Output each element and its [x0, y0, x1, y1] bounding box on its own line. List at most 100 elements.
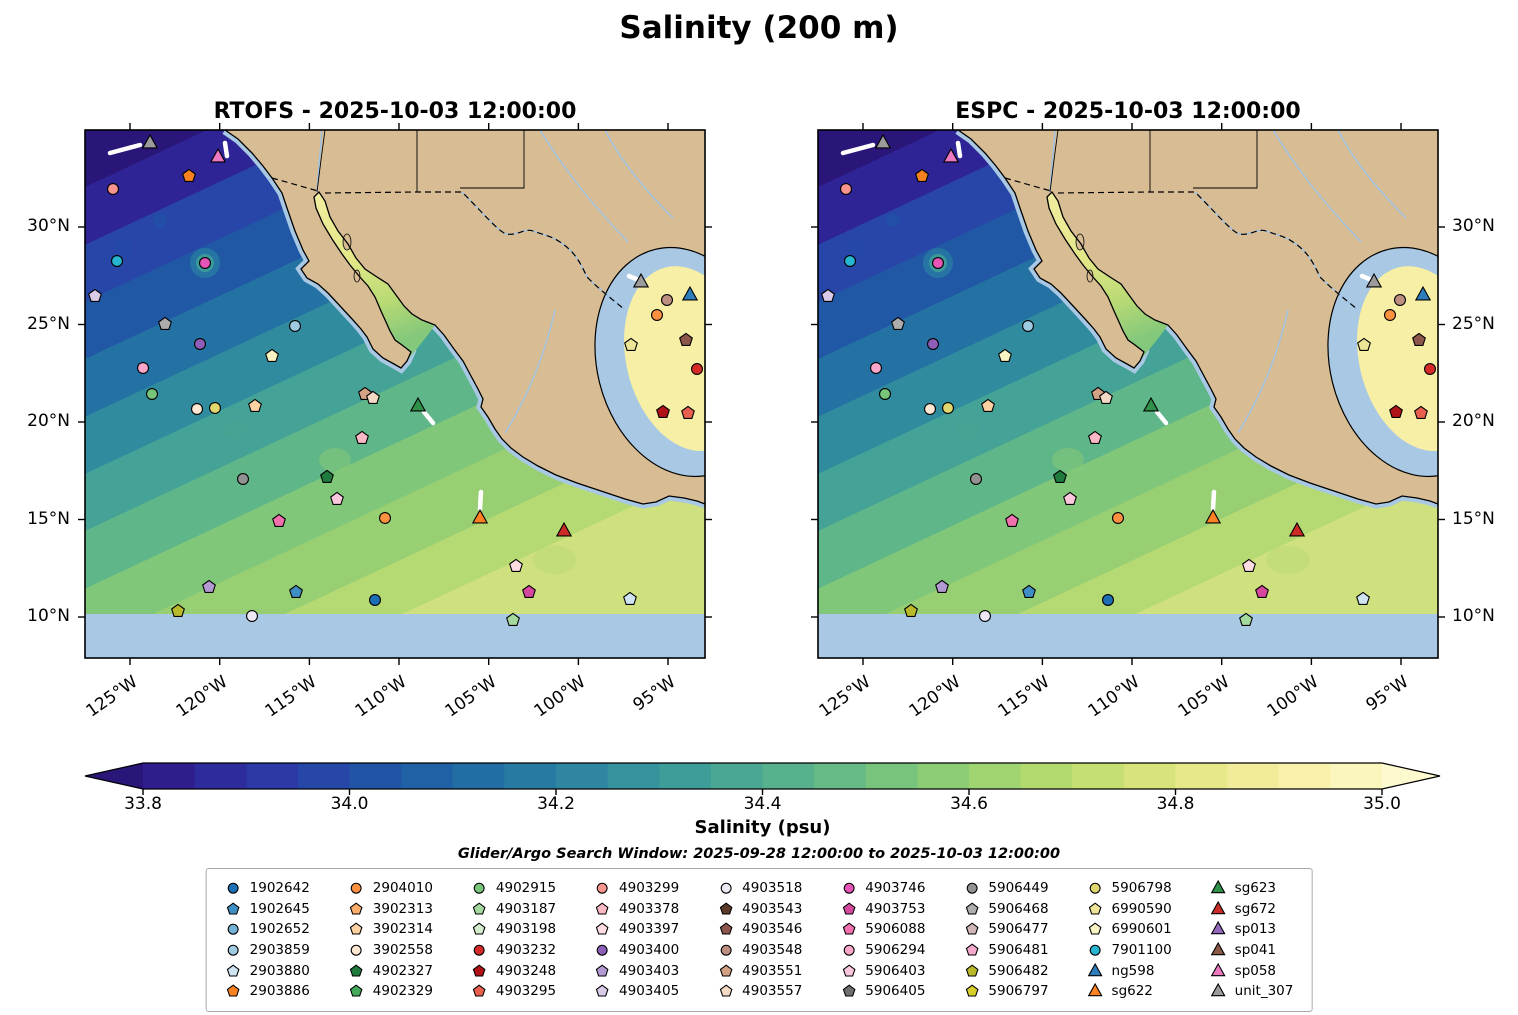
search-window-annotation: Glider/Argo Search Window: 2025-09-28 12…	[457, 846, 1061, 862]
pentagon-marker-icon	[842, 984, 856, 997]
circle-marker-icon	[227, 924, 239, 936]
pentagon-marker	[1088, 430, 1102, 444]
axis-ticks	[78, 123, 712, 665]
circle-marker-icon	[1089, 944, 1101, 956]
triangle-marker	[1142, 396, 1160, 412]
lat-tick-label: 10°N	[27, 605, 70, 626]
pentagon-marker-icon	[719, 902, 733, 915]
legend-entry: 4903543	[717, 899, 802, 920]
legend-entry: 2903859	[225, 940, 310, 961]
circle-marker-icon	[843, 883, 855, 894]
pentagon-marker	[522, 584, 536, 598]
pentagon-marker	[1356, 591, 1370, 605]
legend-entry: 2903886	[225, 981, 310, 1002]
legend-entry-label: 2903886	[249, 983, 310, 1000]
pentagon-marker	[1242, 558, 1256, 572]
pentagon-marker	[842, 902, 856, 915]
lat-tick-label: 30°N	[1452, 215, 1495, 236]
legend-entry: 4903232	[471, 940, 556, 961]
glider-track	[107, 142, 143, 156]
pentagon-marker	[1005, 513, 1019, 527]
pentagon-marker	[226, 964, 240, 977]
pentagon-marker-icon	[842, 923, 856, 936]
colorbar-tick-labels: 33.8 34.0 34.2 34.4 34.6 34.8 35.0	[85, 794, 1440, 816]
page-title: Salinity (200 m)	[619, 10, 899, 46]
legend-entry-label: 1902652	[249, 921, 310, 938]
circle-marker	[1089, 944, 1101, 956]
lon-tick-label: 115°W	[995, 672, 1054, 722]
pentagon-marker	[679, 332, 693, 346]
circle-marker	[720, 883, 732, 894]
legend-entry: 4903518	[717, 878, 802, 899]
pentagon-marker-icon	[473, 923, 486, 936]
coastline	[957, 130, 1438, 505]
circle-marker	[869, 361, 883, 375]
axis-ticks	[811, 123, 1445, 665]
colorbar-label: Salinity (psu)	[694, 817, 831, 838]
legend-entry: 2903880	[225, 960, 310, 981]
legend-entry-label: unit_307	[1234, 983, 1294, 1000]
legend-column: 4902915 4903187 4903198 4903232 4903248 49032…	[471, 878, 556, 1002]
legend-entry: 3902558	[348, 940, 433, 961]
pentagon-marker	[248, 398, 262, 412]
circle-marker-icon	[227, 883, 239, 894]
lon-tick-label: 110°W	[351, 672, 411, 722]
pentagon-marker	[998, 348, 1012, 362]
pentagon-marker	[1357, 337, 1371, 351]
legend-entry: 4903557	[717, 981, 802, 1002]
legend-entry: 5906405	[840, 981, 925, 1002]
circle-marker	[473, 944, 485, 956]
triangle-marker-icon	[1210, 921, 1226, 935]
pentagon-marker	[1414, 405, 1428, 419]
legend-entry-label: 3902314	[372, 921, 433, 938]
pentagon-marker	[289, 584, 303, 598]
triangle-marker-icon	[1210, 962, 1226, 976]
pentagon-marker	[1239, 612, 1253, 626]
circle-marker	[660, 293, 674, 307]
pentagon-marker	[891, 316, 905, 330]
pentagon-marker-icon	[349, 964, 363, 977]
circle-marker-icon	[473, 944, 485, 956]
legend-column: 4903299 4903378 4903397 4903400 4903403 49034…	[594, 878, 679, 1002]
pentagon-marker	[821, 288, 835, 302]
panel-title-espc: ESPC - 2025-10-03 12:00:00	[955, 99, 1301, 124]
legend-entry-label: 4903232	[495, 942, 557, 959]
pentagon-marker	[226, 984, 240, 997]
legend-entry-label: 4903405	[619, 983, 680, 1000]
triangle-marker	[1210, 983, 1226, 997]
pentagon-marker	[1088, 923, 1102, 936]
platform-markers-layer	[821, 133, 1437, 626]
pentagon-marker	[349, 902, 363, 915]
legend-entry-label: 5906798	[1111, 880, 1172, 897]
legend-entry: 5906294	[840, 940, 925, 961]
lon-tick-label: 105°W	[1174, 672, 1234, 722]
land-mass	[958, 130, 1438, 504]
legend-entry-label: 4903518	[742, 880, 803, 897]
circle-marker-icon	[720, 883, 732, 894]
legend-entry-label: 4903753	[865, 900, 926, 917]
legend-entry-label: 1902645	[249, 900, 310, 917]
circle-marker	[1021, 319, 1035, 333]
pentagon-marker-icon	[473, 964, 486, 977]
pentagon-marker-icon	[596, 902, 609, 915]
legend-entry-label: 2903880	[249, 962, 310, 979]
pentagon-marker	[355, 430, 369, 444]
lon-tick-label: 125°W	[815, 672, 875, 722]
pentagon-marker-icon	[226, 902, 240, 915]
circle-marker-icon	[473, 883, 485, 894]
colorbar-tick-label: 34.0	[330, 794, 369, 814]
legend-entry: 4903397	[594, 919, 679, 940]
pentagon-marker-icon	[965, 943, 979, 956]
triangle-marker	[681, 285, 699, 301]
legend-entry-label: sp058	[1234, 962, 1277, 979]
circle-marker	[839, 182, 853, 196]
lat-tick-label: 25°N	[1452, 313, 1495, 334]
legend-entry-label: sg622	[1111, 983, 1153, 1000]
legend-entry-label: 4903543	[742, 900, 803, 917]
colorbar	[84, 762, 1441, 797]
pentagon-marker	[509, 558, 523, 572]
pentagon-marker	[965, 923, 979, 936]
pentagon-marker	[1255, 584, 1269, 598]
legend-column: 4903518 4903543 4903546 4903548 4903551 49035…	[717, 878, 802, 1002]
pentagon-marker-icon	[719, 984, 733, 997]
